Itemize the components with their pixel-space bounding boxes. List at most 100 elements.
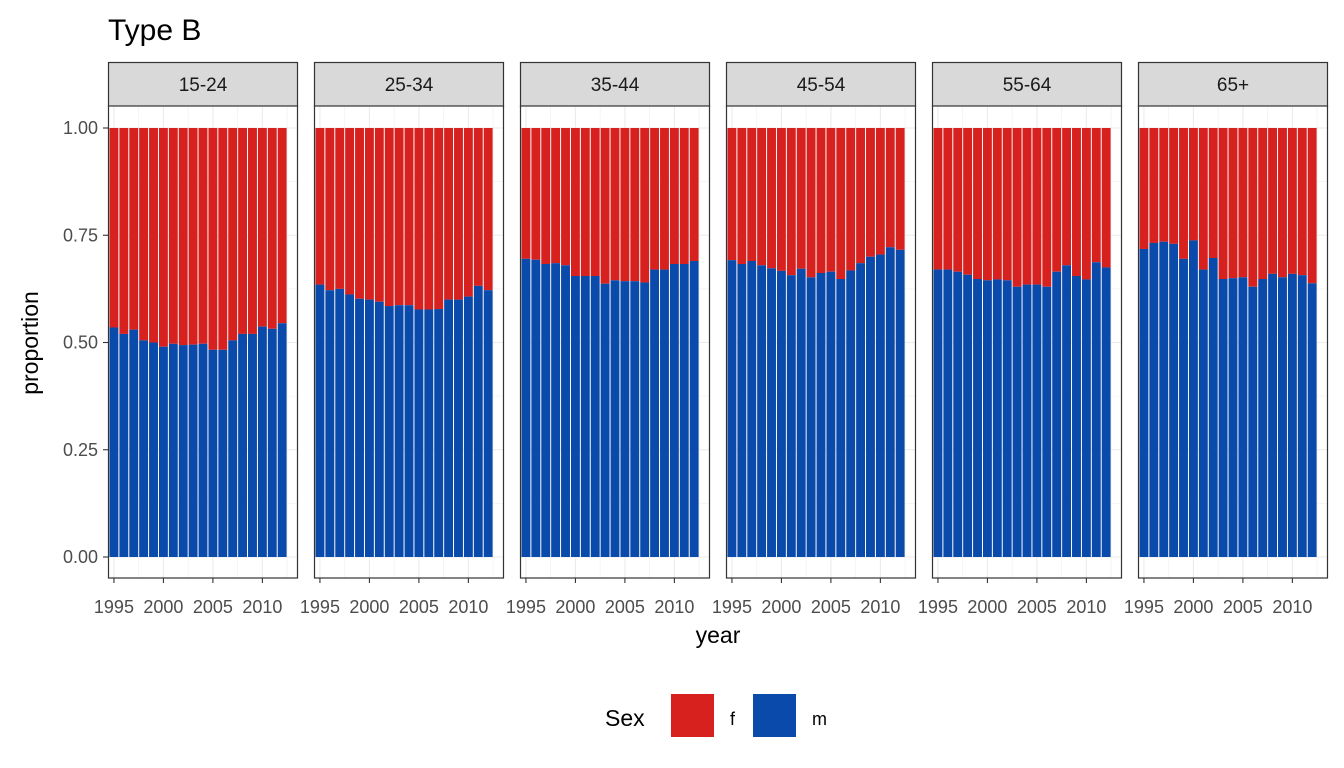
bar-m-2008 [444,299,454,557]
bar-f-2002 [178,128,188,346]
bar-f-2012 [689,128,699,261]
bar-m-2005 [1238,277,1248,557]
bar-m-1995 [521,258,531,557]
bar-f-2008 [856,128,866,264]
bar-m-2001 [168,343,178,557]
bar-m-1998 [1169,243,1179,557]
bar-m-1999 [1179,258,1188,557]
bar-f-2010 [669,128,679,264]
bar-f-2004 [1228,128,1238,279]
bar-m-2007 [846,270,856,557]
bar-f-1997 [1159,128,1169,242]
bar-m-2000 [776,270,786,557]
bar-f-2003 [1218,128,1228,280]
bar-f-2002 [384,128,394,307]
panel-border [107,105,299,579]
bar-f-1995 [727,128,737,261]
bar-f-2003 [600,128,610,284]
bar-f-2007 [846,128,856,271]
bar-m-2012 [483,290,493,557]
bar-f-1997 [129,128,139,330]
bar-m-1999 [561,265,570,557]
bar-m-1996 [1149,242,1159,558]
bar-m-2012 [895,249,905,557]
bar-m-2009 [248,333,257,557]
bar-m-2011 [267,328,277,557]
bar-m-2000 [158,346,168,557]
legend-label-f: f [730,709,736,729]
bar-f-1996 [737,128,747,264]
x-tick-label: 2005 [605,597,645,617]
facet-panel-45-54: 45-54 1995 2000 2005 2010 [712,61,917,617]
bar-f-2009 [1072,128,1081,277]
bar-m-2001 [580,276,590,557]
bar-f-2000 [158,128,168,347]
facet-panels: 15-24 1995 2000 2005 2010 25-34 1995 2000 2005 20… [94,61,1329,617]
bar-m-1997 [541,263,551,557]
bar-m-2006 [836,279,846,557]
bar-f-2006 [630,128,640,282]
facet-strip-label: 25-34 [385,75,434,96]
legend-key-m [753,694,796,737]
bar-m-2010 [875,254,885,557]
bar-m-2002 [590,276,600,557]
x-tick-label: 2005 [1017,597,1057,617]
bar-m-2008 [856,263,866,557]
bar-m-2000 [570,276,580,557]
bar-f-2002 [590,128,600,277]
bar-f-2001 [786,128,796,276]
bar-m-1995 [933,269,943,557]
bar-m-2007 [228,340,238,557]
bar-m-2008 [650,269,660,557]
bar-m-1997 [953,271,963,557]
bar-m-2004 [404,305,414,557]
y-axis: 0.00 0.25 0.50 0.75 1.00 [63,118,108,567]
bar-f-2000 [570,128,580,277]
bar-f-2011 [885,128,895,248]
bar-f-2002 [796,128,806,269]
x-tick-label: 2005 [193,597,233,617]
x-tick-label: 2005 [1223,597,1263,617]
bar-m-2010 [1287,273,1297,557]
x-tick-label: 2010 [860,597,900,617]
bar-m-1995 [727,260,737,557]
x-tick-label: 2000 [761,597,801,617]
bar-f-2003 [806,128,816,278]
bar-f-2006 [836,128,846,280]
facet-panel-55-64: 55-64 1995 2000 2005 2010 [918,61,1123,617]
facet-strip [107,61,299,108]
bar-m-2003 [188,344,198,557]
x-tick-label: 2010 [1066,597,1106,617]
bar-m-2003 [1012,286,1022,557]
legend-title: Sex [605,705,645,731]
bar-f-2008 [1268,128,1278,274]
bar-m-2012 [1101,267,1111,557]
bar-f-2011 [473,128,483,286]
bar-m-2000 [1188,240,1198,557]
x-tick-label: 2000 [143,597,183,617]
bar-m-2012 [689,260,699,557]
x-tick-label: 2005 [399,597,439,617]
bar-f-2005 [414,128,424,310]
bar-m-2005 [208,349,218,557]
bar-m-1998 [551,263,561,557]
bar-m-1999 [973,279,982,557]
bar-m-2008 [238,333,248,557]
bar-m-1996 [325,290,335,557]
bar-f-1997 [541,128,551,264]
bar-m-1996 [531,259,541,557]
bar-f-1996 [119,128,129,334]
bar-f-2011 [1297,128,1307,276]
bar-f-2012 [1307,128,1317,284]
x-tick-label: 1995 [94,597,134,617]
bar-m-2004 [816,273,826,557]
x-axis-title: year [696,622,741,648]
bar-f-1999 [973,128,982,280]
bar-f-2007 [434,128,444,310]
facet-panel-15-24: 15-24 1995 2000 2005 2010 [94,61,299,617]
bar-f-2000 [982,128,992,281]
bar-f-1997 [335,128,345,289]
bar-f-1997 [953,128,963,272]
bar-f-2005 [1238,128,1248,278]
